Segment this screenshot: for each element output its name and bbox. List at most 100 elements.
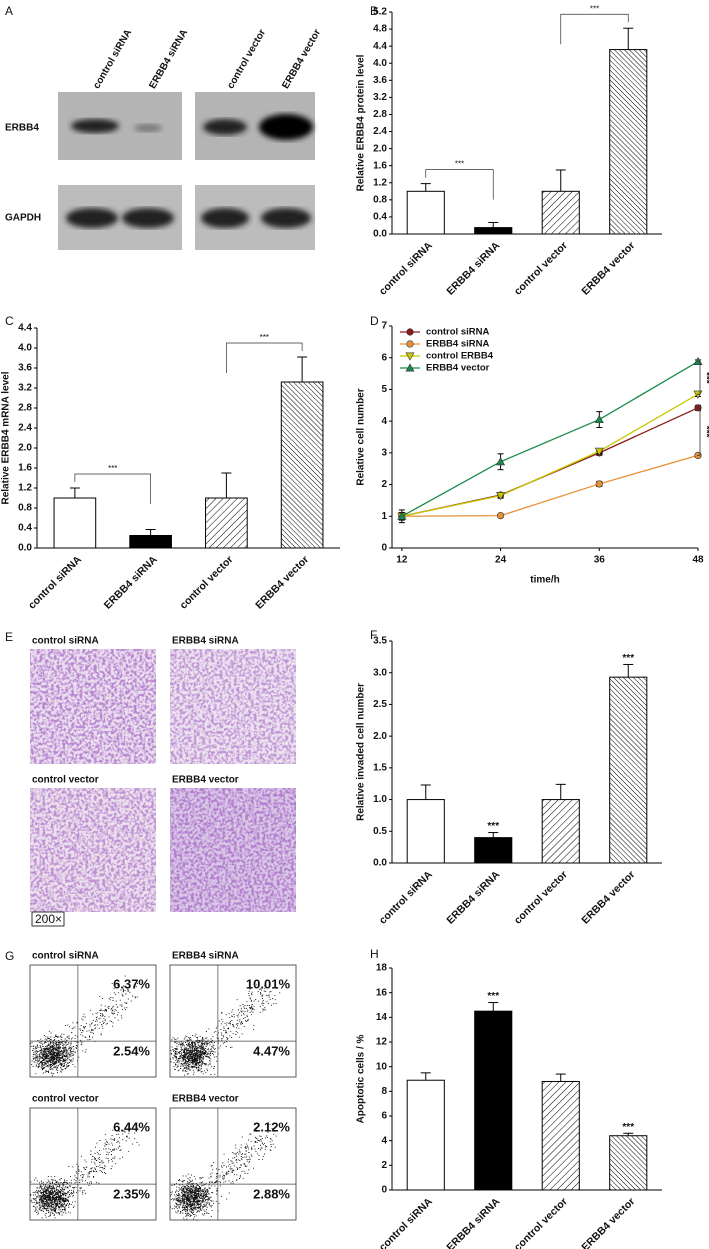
y-tick-label: 2 (381, 1160, 387, 1171)
band (122, 208, 174, 228)
x-tick-label: control siRNA (377, 1195, 435, 1249)
y-axis-label: Relative cell number (356, 388, 367, 485)
flow-dots (30, 975, 146, 1077)
y-tick-label: 1.6 (373, 160, 387, 171)
y-tick-label: 18 (376, 963, 388, 974)
x-tick-label: ERBB4 siRNA (444, 868, 502, 926)
significance-label: *** (590, 4, 599, 13)
flow-dots (170, 1123, 277, 1221)
x-tick-label: ERBB4 vector (579, 240, 637, 298)
y-tick-label: 0.0 (373, 858, 387, 869)
y-tick-label: 2.4 (18, 423, 32, 434)
y-tick-label: 10 (376, 1061, 388, 1072)
bar (129, 535, 172, 549)
x-tick-label: control vector (177, 554, 235, 612)
y-tick-label: 5 (381, 384, 387, 395)
flow-dots (170, 982, 281, 1076)
legend-marker (405, 363, 415, 372)
bar (280, 381, 324, 549)
quadrant-percent: 6.44% (113, 1119, 150, 1134)
scale-box (31, 911, 65, 927)
bar (53, 497, 97, 549)
band (134, 124, 162, 132)
x-tick-label: control vector (512, 240, 570, 298)
micrograph-cells (30, 649, 156, 764)
x-tick-label: ERBB4 vector (579, 869, 637, 927)
quadrant-percent: 6.37% (113, 976, 150, 991)
micrograph-panel: E control siRNA ERBB4 siRNA control vect… (5, 630, 296, 927)
plot-title: control vector (32, 1094, 99, 1105)
x-axis-label: time/h (530, 575, 559, 586)
y-tick-label: 3.6 (373, 75, 387, 86)
bar (406, 1079, 445, 1191)
image-title: control siRNA (32, 636, 99, 647)
scale-label: 200× (35, 912, 62, 926)
y-axis-label: Relative ERBB4 mRNA level (1, 371, 12, 504)
flow-dots (30, 1126, 140, 1219)
band (71, 119, 119, 133)
significance-label: *** (487, 991, 499, 1002)
significance-label: *** (455, 160, 464, 169)
significance-bracket (697, 407, 701, 456)
y-tick-label: 6 (381, 1111, 387, 1122)
legend-marker (406, 328, 414, 336)
bar (474, 1010, 513, 1191)
lane-label: ERBB4 vector (280, 27, 323, 90)
y-tick-label: 3.2 (373, 92, 387, 103)
row-label: GAPDH (5, 213, 41, 224)
series-line (401, 360, 699, 517)
band (261, 208, 311, 228)
quadrant-percent: 2.88% (253, 1186, 290, 1201)
significance-bracket (425, 169, 494, 200)
row-label: ERBB4 (5, 123, 39, 134)
y-tick-label: 2.8 (18, 403, 32, 414)
y-tick-label: 0 (381, 543, 387, 554)
band (203, 119, 247, 135)
significance-label: *** (700, 372, 709, 384)
y-tick-label: 3.5 (373, 636, 387, 647)
legend-marker (406, 340, 414, 348)
y-tick-label: 4.0 (373, 58, 387, 69)
series-line (401, 454, 699, 517)
y-tick-label: 0 (381, 1185, 387, 1196)
y-tick-label: 1 (381, 511, 387, 522)
point (595, 480, 603, 488)
blot-panel: A control siRNA ERBB4 siRNA control vect… (5, 4, 323, 250)
point (594, 447, 604, 456)
y-tick-label: 2.0 (373, 143, 387, 154)
image-title: ERBB4 vector (172, 775, 239, 786)
significance-label: *** (700, 426, 709, 438)
significance-bracket (697, 361, 701, 395)
micrograph-cells (30, 788, 156, 912)
quadrant-percent: 4.47% (253, 1043, 290, 1058)
y-axis-label: Apoptotic cells / % (356, 1034, 367, 1123)
panel-letter: H (370, 947, 379, 961)
y-tick-label: 4.8 (373, 24, 387, 35)
significance-bracket (560, 13, 629, 45)
y-axis-label: Relative invaded cell number (356, 683, 367, 821)
x-tick-label: control vector (512, 869, 570, 927)
x-tick-label: 48 (692, 555, 704, 566)
significance-label: *** (622, 1122, 634, 1133)
plot-title: ERBB4 vector (172, 1094, 239, 1105)
y-tick-label: 0.0 (373, 229, 387, 240)
y-tick-label: 3 (381, 447, 387, 458)
x-tick-label: ERBB4 siRNA (444, 1195, 502, 1249)
x-tick-label: ERBB4 siRNA (444, 239, 502, 297)
bar (205, 497, 248, 549)
panel-letter: B (370, 4, 378, 18)
lane-label: ERBB4 siRNA (147, 28, 190, 91)
y-tick-label: 3.0 (373, 667, 387, 678)
significance-label: *** (260, 333, 269, 342)
y-tick-label: 5.2 (373, 7, 387, 18)
y-tick-label: 2.4 (373, 126, 387, 137)
bar (406, 190, 445, 235)
y-axis-label: Relative ERBB4 protein level (356, 54, 367, 191)
y-tick-label: 4.4 (18, 323, 32, 334)
y-tick-label: 4.0 (18, 343, 32, 354)
y-tick-label: 7 (381, 321, 387, 332)
band (66, 208, 118, 228)
y-tick-label: 2.0 (373, 731, 387, 742)
y-tick-label: 4.4 (373, 41, 387, 52)
